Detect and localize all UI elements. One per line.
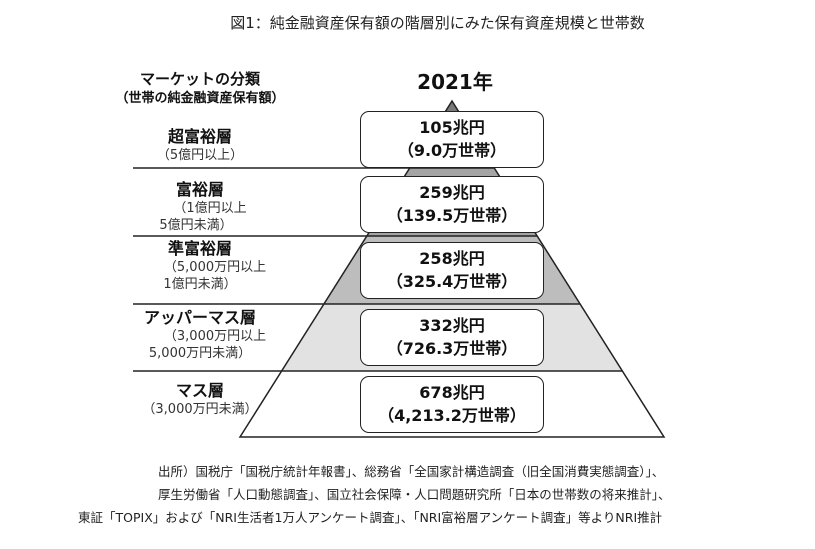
- tier-label-semi-wealthy: 準富裕層 （5,000万円以上 1億円未満）: [105, 239, 295, 293]
- tier-value-box: 678兆円 （4,213.2万世帯）: [360, 376, 544, 433]
- tier-name: 富裕層: [175, 180, 224, 199]
- tier-assets: 258兆円: [419, 249, 485, 268]
- year-label: 2021年: [417, 70, 493, 94]
- tier-range: 5億円未満）: [159, 218, 233, 233]
- category-header-subtitle: （世帯の純金融資産保有額）: [115, 91, 285, 106]
- tier-range: （5億円以上）: [156, 148, 244, 163]
- tier-name: 準富裕層: [167, 239, 232, 258]
- tier-households: （9.0万世帯）: [397, 141, 507, 160]
- tier-households: （325.4万世帯）: [386, 272, 518, 291]
- tier-assets: 105兆円: [419, 118, 485, 137]
- pyramid-outline: [238, 99, 666, 438]
- source-line: 東証「TOPIX」および「NRI生活者1万人アンケート調査」、「NRI富裕層アン…: [78, 510, 663, 525]
- tier-assets: 259兆円: [419, 183, 485, 202]
- category-header: マーケットの分類 （世帯の純金融資産保有額）: [95, 69, 305, 109]
- tier-households: （139.5万世帯）: [386, 206, 518, 225]
- source-line: 厚生労働省「人口動態調査」、国立社会保障・人口問題研究所「日本の世帯数の将来推計…: [158, 487, 671, 502]
- category-header-title: マーケットの分類: [139, 70, 260, 88]
- tier-name: マス層: [175, 381, 224, 400]
- tier-name: アッパーマス層: [143, 308, 256, 327]
- tier-label-mass: マス層 （3,000万円未満）: [105, 381, 295, 418]
- tier-range: （5,000万円以上: [163, 260, 267, 275]
- tier-label-upper-mass: アッパーマス層 （3,000万円以上 5,000万円未満）: [105, 308, 295, 362]
- tier-range: 5,000万円未満）: [148, 346, 252, 361]
- source-line: 出所）国税庁「国税庁統計年報書」、総務省「全国家計構造調査（旧全国消費実態調査）…: [158, 464, 665, 479]
- tier-households: （726.3万世帯）: [386, 339, 518, 358]
- tier-label-wealthy: 富裕層 （1億円以上 5億円未満）: [105, 180, 295, 234]
- tier-range: 1億円未満）: [163, 277, 237, 292]
- tier-range: （3,000万円以上: [163, 329, 267, 344]
- tier-range: （1億円以上: [173, 201, 247, 216]
- tier-range: （3,000万円未満）: [142, 402, 258, 417]
- tier-households: （4,213.2万世帯）: [378, 406, 526, 425]
- tier-name: 超富裕層: [167, 127, 232, 146]
- tier-value-box: 105兆円 （9.0万世帯）: [360, 111, 544, 168]
- tier-value-box: 259兆円 （139.5万世帯）: [360, 176, 544, 233]
- tier-label-ultra-wealthy: 超富裕層 （5億円以上）: [105, 127, 295, 164]
- source-note: 出所）国税庁「国税庁統計年報書」、総務省「全国家計構造調査（旧全国消費実態調査）…: [0, 460, 815, 529]
- tier-value-box: 258兆円 （325.4万世帯）: [360, 242, 544, 299]
- tier-assets: 332兆円: [419, 316, 485, 335]
- tier-value-box: 332兆円 （726.3万世帯）: [360, 309, 544, 366]
- tier-assets: 678兆円: [419, 383, 485, 402]
- figure-title: 図1：純金融資産保有額の階層別にみた保有資産規模と世帯数: [230, 14, 645, 32]
